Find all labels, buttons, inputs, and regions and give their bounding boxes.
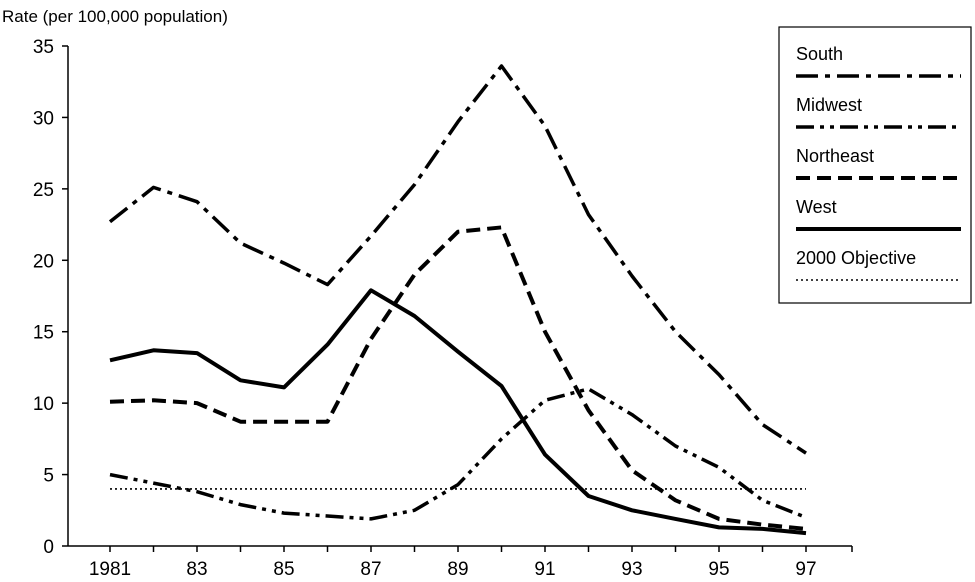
y-tick-label: 5 — [43, 466, 54, 487]
legend-label-2000-objective: 2000 Objective — [796, 248, 916, 268]
y-tick-label: 0 — [43, 537, 54, 558]
y-tick-label: 25 — [33, 180, 54, 201]
legend-label-west: West — [796, 197, 837, 217]
x-tick-label: 1981 — [89, 559, 131, 580]
y-tick-label: 20 — [33, 251, 54, 272]
x-tick-label: 87 — [360, 559, 381, 580]
series-line-midwest — [109, 387, 807, 521]
y-axis-label: Rate (per 100,000 population) — [2, 7, 228, 26]
y-tick-label: 35 — [33, 37, 54, 58]
series-line-south — [108, 64, 807, 455]
y-tick-label: 10 — [33, 394, 54, 415]
x-tick-label: 91 — [534, 559, 555, 580]
series-line-northeast — [109, 225, 807, 531]
x-tick-label: 89 — [447, 559, 468, 580]
y-tick-label: 15 — [33, 323, 54, 344]
y-tick-label: 30 — [33, 108, 54, 129]
legend-label-midwest: Midwest — [796, 95, 862, 115]
series-line-west — [109, 288, 807, 536]
legend-label-northeast: Northeast — [796, 146, 874, 166]
x-tick-label: 85 — [273, 559, 294, 580]
legend-label-south: South — [796, 44, 843, 64]
x-tick-label: 95 — [708, 559, 729, 580]
series-group — [108, 64, 807, 536]
x-tick-label: 83 — [186, 559, 207, 580]
x-tick-label: 97 — [795, 559, 816, 580]
legend-box — [778, 26, 972, 304]
x-tick-label: 93 — [621, 559, 642, 580]
legend: South Midwest Northeast West 2000 Objective — [778, 26, 972, 304]
axes: 0 5 10 15 20 25 30 35 1981 83 85 87 89 91 93 95 97 — [33, 37, 853, 580]
